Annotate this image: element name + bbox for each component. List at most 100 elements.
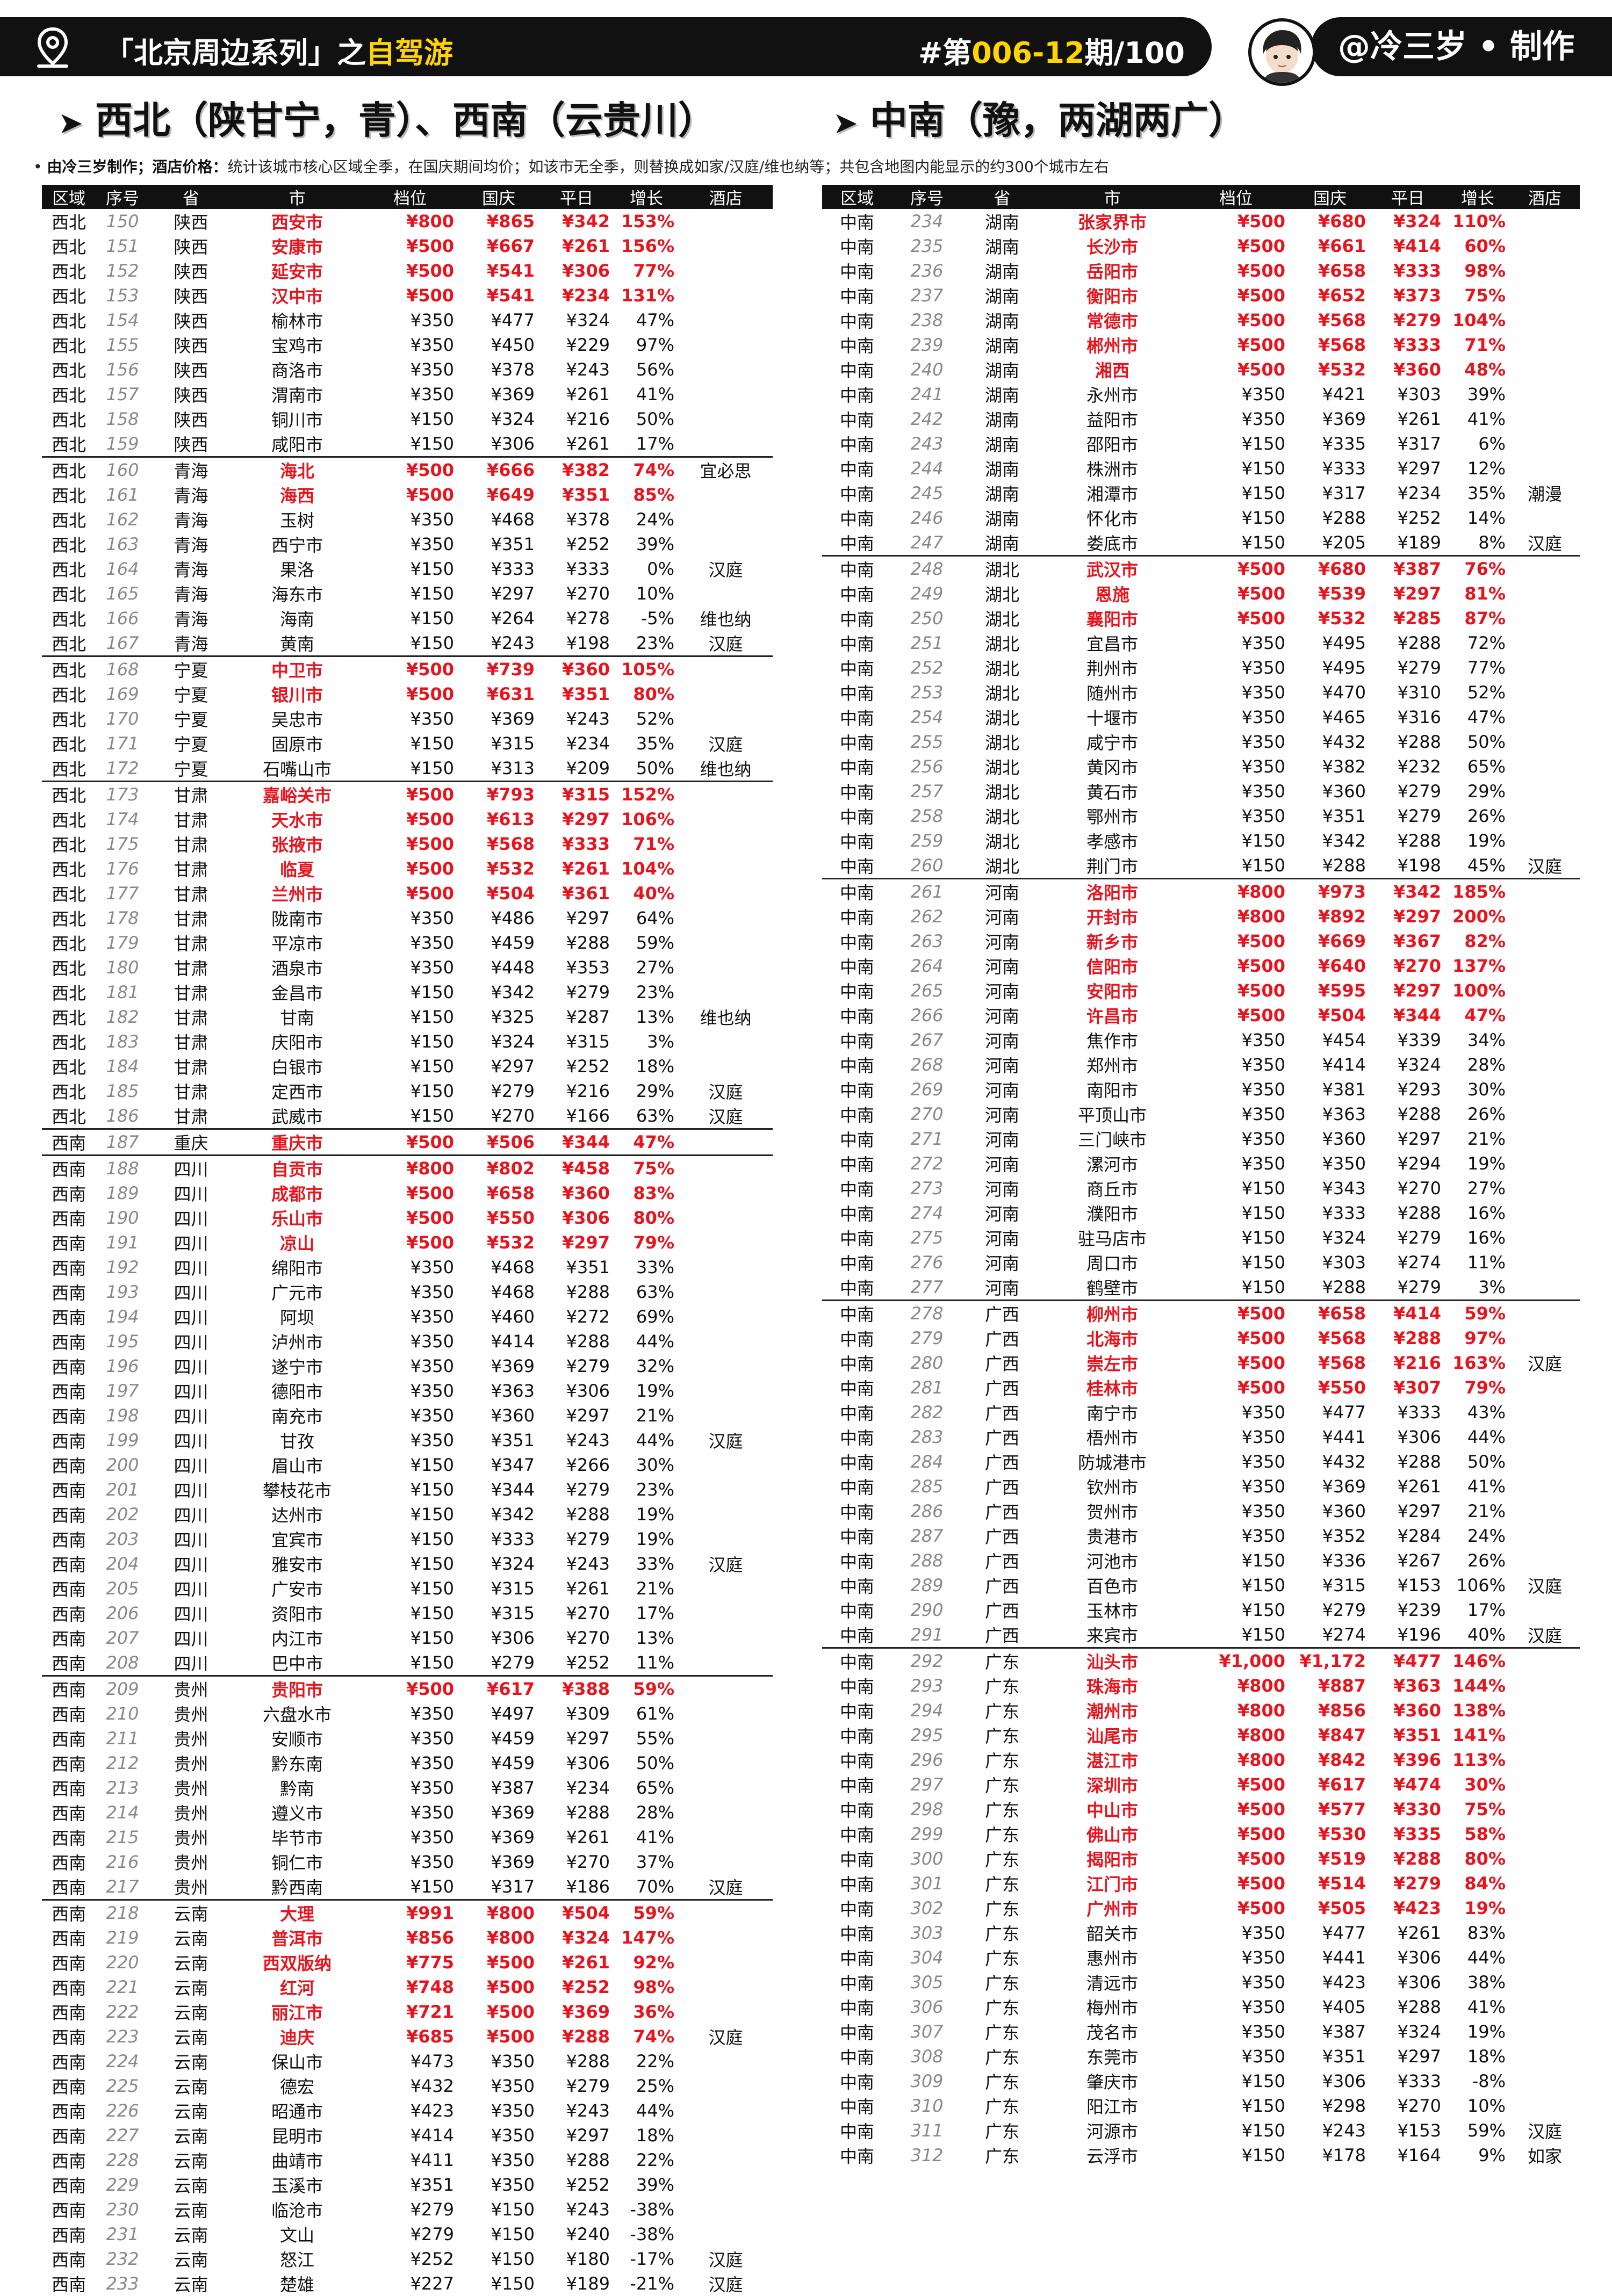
cell-city: 内江市 [271,1629,323,1649]
cell-index: 297 [910,1774,944,1795]
cell-hotel [1510,1425,1580,1449]
cell-tier: ¥350 [410,1331,454,1352]
cell-weekday-price: ¥234 [562,285,610,306]
cell-growth: 58% [1464,1824,1506,1844]
cell-index: 229 [106,2175,139,2195]
cell-tier: ¥500 [406,834,454,854]
cell-province: 云南 [174,1929,208,1949]
cell-province: 云南 [174,2126,208,2147]
cell-hotel [1510,333,1580,357]
cell-province: 云南 [174,2151,208,2171]
cell-region: 中南 [839,1601,874,1621]
cell-index: 309 [910,2071,944,2091]
cell-region: 中南 [839,1751,874,1771]
cell-city: 肇庆市 [1086,2072,1138,2092]
cell-holiday-price: ¥178 [1322,2145,1366,2165]
cell-tier: ¥350 [1241,1452,1285,1472]
cell-city: 十堰市 [1086,708,1138,728]
cell-province: 云南 [174,2176,208,2196]
cell-region: 西南 [42,1899,96,1925]
cell-province: 广西 [984,1601,1019,1621]
cell-growth: 98% [633,1977,674,1997]
cell-city: 云浮市 [1086,2146,1138,2167]
cell-growth: 10% [1467,2096,1506,2116]
cell-index: 235 [910,236,944,256]
cell-holiday-price: ¥279 [491,1081,535,1101]
cell-tier: ¥350 [410,1405,454,1426]
cell-hotel: 汉庭 [708,560,743,580]
cell-growth: 21% [636,1578,674,1599]
cell-weekday-price: ¥369 [562,2002,610,2022]
cell-holiday-price: ¥414 [491,1331,535,1352]
cell-holiday-price: ¥360 [1322,781,1366,802]
cell-province: 河南 [984,1204,1019,1224]
cell-region: 西南 [51,1629,86,1649]
cell-province: 青海 [174,584,208,605]
table-row: 西北 167 青海 黄南 ¥150 ¥243 ¥198 23% 汉庭 [42,631,773,656]
cell-weekday-price: ¥360 [562,1183,610,1203]
cell-city: 凉山 [279,1233,314,1254]
cell-region: 中南 [822,1647,892,1673]
cell-tier: ¥351 [410,2175,454,2195]
cell-index: 219 [106,1927,139,1948]
cell-holiday-price: ¥892 [1318,906,1366,927]
cell-region: 西北 [42,655,96,682]
cell-province: 四川 [174,1505,208,1526]
cell-weekday-price: ¥351 [566,1257,610,1277]
cell-region: 中南 [839,782,874,803]
cell-holiday-price: ¥315 [491,1603,535,1623]
cell-weekday-price: ¥333 [1397,2071,1441,2091]
cell-hotel [679,1181,773,1205]
cell-holiday-price: ¥369 [491,1356,535,1376]
cell-province: 甘肃 [174,1008,208,1028]
cell-index: 211 [106,1728,139,1749]
cell-city: 庆阳市 [271,1033,323,1053]
cell-index: 306 [910,1997,944,2017]
table-row: 西南 215 贵州 毕节市 ¥350 ¥369 ¥261 41% [42,1825,773,1850]
cell-city: 湛江市 [1086,1751,1138,1771]
cell-region: 中南 [839,1179,874,1200]
cell-province: 云南 [174,2003,208,2023]
cell-city: 甘南 [279,1008,314,1028]
cell-region: 西北 [51,1008,86,1028]
cell-region: 中南 [839,609,874,630]
cell-index: 182 [106,1007,139,1027]
cell-hotel [679,532,773,557]
cell-index: 203 [106,1529,139,1549]
cell-region: 中南 [839,2097,874,2117]
cell-holiday-price: ¥317 [491,1876,535,1897]
cell-hotel [679,482,773,507]
cell-hotel [679,1477,773,1502]
cell-weekday-price: ¥316 [1397,707,1441,727]
cell-growth: 14% [1467,508,1506,528]
cell-index: 263 [910,931,944,951]
cell-tier: ¥150 [1241,1600,1285,1620]
cell-tier: ¥350 [1241,633,1285,653]
cell-tier: ¥800 [1237,1725,1285,1745]
cell-province: 广东 [984,1850,1019,1870]
cell-province: 四川 [174,1604,208,1624]
cell-holiday-price: ¥317 [1322,483,1366,503]
cell-weekday-price: ¥378 [566,509,610,530]
cell-region: 中南 [839,832,874,852]
table-row: 西南 192 四川 绵阳市 ¥350 ¥468 ¥351 33% [42,1255,773,1280]
cell-tier: ¥432 [410,2076,454,2096]
cell-province: 湖南 [984,360,1019,381]
cell-holiday-price: ¥497 [491,1703,535,1724]
cell-hotel [679,1751,773,1775]
cell-weekday-price: ¥287 [566,1007,610,1027]
cell-city: 驻马店市 [1077,1229,1147,1249]
cell-hotel [1510,1598,1580,1622]
cell-tier: ¥350 [410,1728,454,1749]
cell-holiday-price: ¥343 [1322,1178,1366,1198]
table-row: 西南 212 贵州 黔东南 ¥350 ¥459 ¥306 50% [42,1751,773,1775]
cell-hotel [1510,1970,1580,1995]
cell-holiday-price: ¥333 [1322,458,1366,479]
cell-weekday-price: ¥240 [566,2224,610,2244]
cell-tier: ¥500 [362,781,458,807]
cell-tier: ¥350 [1241,707,1285,727]
issue-prefix: #第 [918,36,972,70]
cell-index: 202 [106,1504,139,1525]
col-header-growth: 增长 [614,185,679,209]
cell-growth: 41% [1467,1476,1506,1497]
